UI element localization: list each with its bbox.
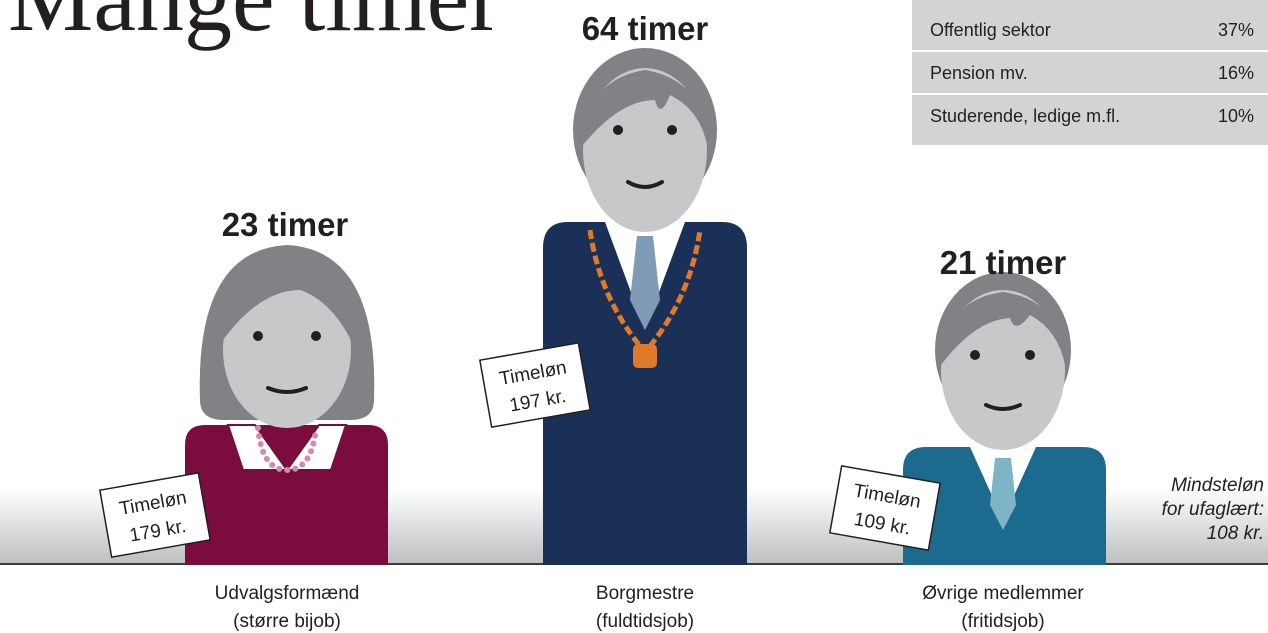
infographic: Mange timer Offentlig sektor 37% Pension… [0, 0, 1268, 633]
note: Mindsteløn [1171, 475, 1264, 496]
table-cell: 16% [1218, 63, 1254, 83]
figure-woman [185, 245, 388, 565]
caption: (fritidsjob) [961, 611, 1044, 632]
table-cell: Offentlig sektor [930, 20, 1051, 40]
table-cell: 10% [1218, 106, 1254, 126]
table-cell: Pension mv. [930, 63, 1028, 83]
figure-mayor [543, 48, 747, 565]
note: for ufaglært: [1162, 499, 1264, 520]
caption: Udvalgsformænd [215, 583, 360, 604]
caption: (større bijob) [233, 611, 341, 632]
title: Mange timer [8, 0, 501, 51]
table-cell: 37% [1218, 20, 1254, 40]
table-cell: Studerende, ledige m.fl. [930, 106, 1120, 126]
hours-label: 64 timer [582, 10, 709, 47]
caption: (fuldtidsjob) [596, 611, 694, 632]
hours-label: 23 timer [222, 206, 349, 243]
caption: Borgmestre [596, 583, 694, 604]
hours-label: 21 timer [940, 244, 1067, 281]
note: 108 kr. [1207, 523, 1264, 544]
caption: Øvrige medlemmer [922, 583, 1084, 604]
